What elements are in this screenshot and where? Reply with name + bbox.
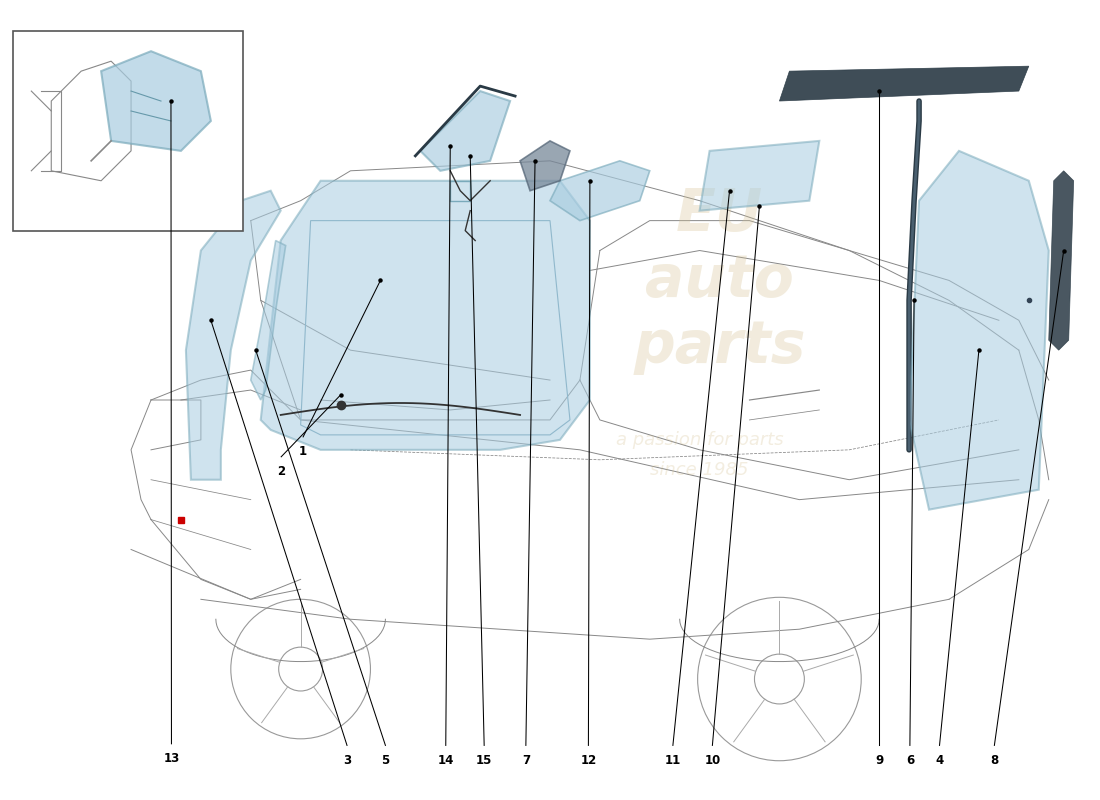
Text: 8: 8 <box>990 754 999 767</box>
Polygon shape <box>261 181 590 450</box>
Text: 11: 11 <box>664 754 681 767</box>
Polygon shape <box>101 51 211 151</box>
Text: 1: 1 <box>299 446 307 458</box>
Text: 10: 10 <box>704 754 720 767</box>
Text: since 1985: since 1985 <box>650 461 749 478</box>
Text: 2: 2 <box>277 466 285 478</box>
Polygon shape <box>520 141 570 190</box>
Text: 9: 9 <box>874 754 883 767</box>
Text: 12: 12 <box>581 754 596 767</box>
Polygon shape <box>700 141 820 210</box>
Text: 5: 5 <box>382 754 389 767</box>
Text: 3: 3 <box>343 754 351 767</box>
Text: 14: 14 <box>438 754 454 767</box>
Polygon shape <box>1048 170 1074 350</box>
Text: 7: 7 <box>521 754 530 767</box>
Text: EU
auto
parts: EU auto parts <box>634 186 806 375</box>
Polygon shape <box>186 190 280 480</box>
Text: 4: 4 <box>935 754 944 767</box>
Polygon shape <box>550 161 650 221</box>
Polygon shape <box>909 151 1048 510</box>
FancyBboxPatch shape <box>13 31 243 230</box>
Text: 6: 6 <box>905 754 914 767</box>
Text: 15: 15 <box>476 754 493 767</box>
Polygon shape <box>420 91 510 170</box>
Text: a passion for parts: a passion for parts <box>616 431 783 449</box>
Text: 13: 13 <box>163 752 179 766</box>
Polygon shape <box>780 66 1028 101</box>
Polygon shape <box>251 241 286 400</box>
